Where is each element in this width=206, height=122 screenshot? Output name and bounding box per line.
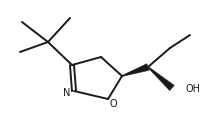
Text: N: N xyxy=(63,88,70,98)
Polygon shape xyxy=(121,64,149,76)
Text: OH: OH xyxy=(185,84,200,94)
Polygon shape xyxy=(147,67,173,91)
Text: O: O xyxy=(109,99,116,109)
